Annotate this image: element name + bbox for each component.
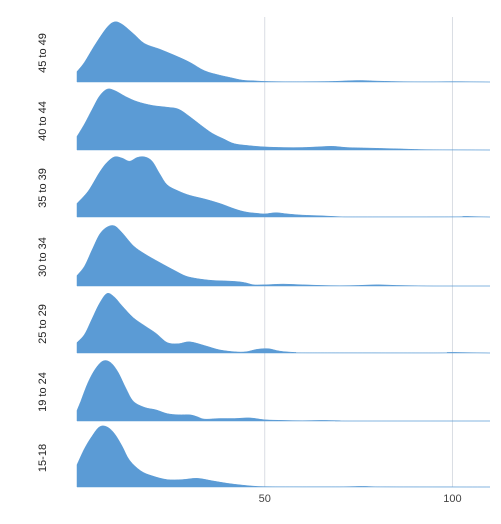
ridge-19-to-24 [76,360,490,422]
ridge-25-to-29 [76,293,491,354]
row-label: 15-18 [37,444,49,472]
ridge-layer [76,21,491,488]
x-tick-label: 50 [259,493,271,505]
ridge-40-to-44 [76,88,491,151]
grid-layer [264,17,453,487]
ridge-35-to-39 [76,156,491,218]
row-label: 40 to 44 [37,101,49,141]
row-label: 30 to 34 [37,237,49,277]
ridge-45-to-49 [76,21,491,83]
x-axis: 50 100 [259,493,462,505]
row-label: 35 to 39 [37,168,49,208]
x-tick-label: 100 [443,493,461,505]
row-label: 19 to 24 [37,372,49,412]
row-label: 25 to 29 [37,304,49,344]
row-label: 45 to 49 [37,33,49,73]
label-layer: 45 to 49 40 to 44 35 to 39 30 to 34 25 to 29… [37,33,49,472]
ridge-30-to-34 [76,225,490,287]
ridge-15-18 [76,425,491,488]
